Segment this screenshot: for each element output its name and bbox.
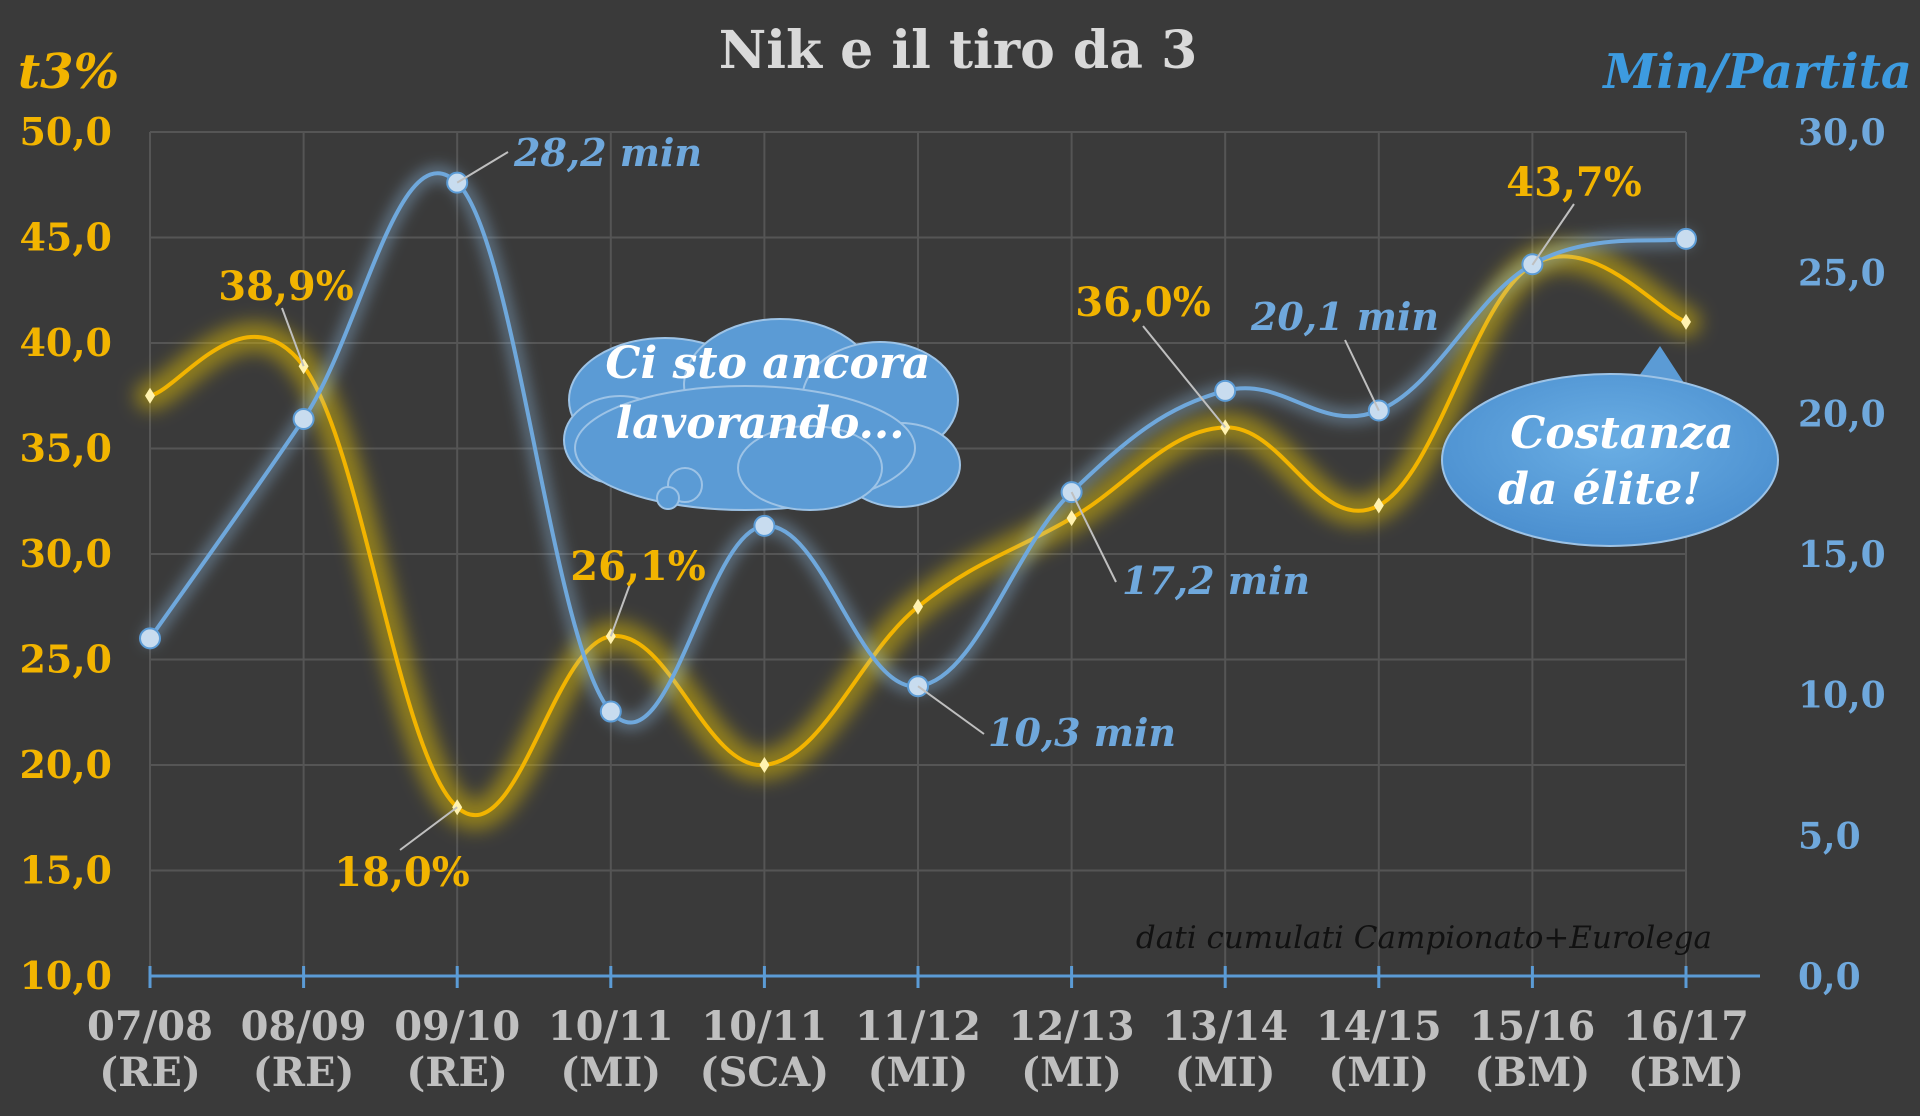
point-min	[1214, 379, 1237, 402]
right-axis: 0,0 5,0 10,0 15,0 20,0 25,0 30,0	[1798, 112, 1886, 998]
category-label: 07/08	[87, 1003, 213, 1050]
left-tick-label: 10,0	[19, 953, 112, 998]
left-tick-label: 25,0	[19, 637, 112, 682]
point-min	[139, 627, 161, 650]
data-label-min: 10,3 min	[988, 710, 1176, 755]
left-tick-label: 50,0	[19, 109, 112, 154]
speech-bubble-line-2: da élite!	[1498, 464, 1702, 515]
left-tick-label: 35,0	[19, 426, 112, 471]
right-tick-label: 20,0	[1798, 393, 1886, 435]
series-line-t3	[149, 254, 1687, 818]
category-sublabel: (BM)	[1628, 1049, 1744, 1096]
category-sublabel: (MI)	[1328, 1049, 1429, 1096]
leader-line	[1142, 325, 1226, 429]
data-label-min: 20,1 min	[1250, 294, 1439, 339]
left-tick-label: 45,0	[19, 215, 112, 260]
data-label-t3: 43,7%	[1506, 159, 1641, 206]
category-label: 16/17	[1623, 1003, 1749, 1050]
leader-line	[609, 583, 631, 637]
leader-line	[399, 806, 458, 851]
category-label: 13/14	[1162, 1003, 1288, 1050]
thought-bubble-line-1: Ci sto ancora	[605, 338, 930, 389]
category-label: 14/15	[1316, 1003, 1442, 1050]
right-tick-label: 10,0	[1798, 675, 1886, 717]
data-label-min: 17,2 min	[1122, 558, 1310, 603]
category-sublabel: (RE)	[99, 1049, 201, 1096]
data-labels: 38,9% 18,0% 26,1% 36,0% 43,7% 28,2 min 10,3 mi…	[218, 130, 1641, 896]
left-axis-title: t3%	[18, 44, 119, 100]
category-label: 12/13	[1009, 1003, 1135, 1050]
leader-line	[917, 685, 985, 735]
point-t3	[1681, 313, 1691, 330]
category-label: 10/11	[548, 1003, 674, 1050]
data-label-t3: 26,1%	[570, 543, 705, 590]
speech-bubble: Costanza da élite!	[1441, 346, 1779, 547]
leader-line	[1344, 339, 1380, 411]
point-t3	[759, 757, 770, 773]
point-t3	[1066, 510, 1077, 527]
left-tick-label: 15,0	[19, 848, 112, 893]
category-label: 08/09	[241, 1003, 367, 1050]
point-t3	[913, 598, 923, 615]
leader-line	[281, 307, 305, 367]
left-axis: 10,0 15,0 20,0 25,0 30,0 35,0 40,0 45,0 50,0	[19, 109, 112, 998]
category-sublabel: (MI)	[1021, 1049, 1122, 1096]
grid	[148, 131, 1760, 988]
category-sublabel: (MI)	[1175, 1049, 1276, 1096]
leader-line	[456, 151, 509, 184]
right-tick-label: 25,0	[1798, 253, 1886, 295]
point-t3	[1373, 497, 1384, 514]
right-tick-label: 0,0	[1798, 956, 1861, 998]
thought-bubble: Ci sto ancora lavorando...	[563, 318, 961, 511]
category-label: 11/12	[855, 1003, 981, 1050]
leader-line	[1531, 203, 1575, 266]
data-label-t3: 36,0%	[1075, 279, 1210, 326]
right-tick-label: 15,0	[1798, 534, 1886, 576]
source-note: dati cumulati Campionato+Eurolega	[1136, 920, 1712, 956]
left-tick-label: 40,0	[19, 320, 112, 365]
speech-bubble-line-1: Costanza	[1510, 408, 1733, 459]
category-sublabel: (SCA)	[700, 1049, 830, 1096]
right-tick-label: 30,0	[1798, 112, 1886, 154]
category-sublabel: (RE)	[253, 1049, 355, 1096]
category-sublabel: (BM)	[1474, 1049, 1590, 1096]
point-min	[292, 407, 315, 430]
category-label: 09/10	[394, 1003, 520, 1050]
category-sublabel: (MI)	[868, 1049, 969, 1096]
category-axis: 07/08(RE)08/09(RE)09/10(RE)10/11(MI)10/1…	[87, 1003, 1749, 1096]
left-tick-label: 20,0	[19, 742, 112, 787]
left-tick-label: 30,0	[19, 531, 112, 576]
right-tick-label: 5,0	[1798, 815, 1861, 857]
point-min	[599, 700, 622, 723]
point-min	[1675, 227, 1697, 250]
right-axis-title: Min/Partita	[1601, 44, 1912, 100]
point-t3	[145, 387, 155, 404]
data-label-t3: 18,0%	[334, 849, 469, 896]
thought-bubble-line-2: lavorando...	[615, 398, 904, 449]
category-sublabel: (MI)	[560, 1049, 661, 1096]
category-label: 15/16	[1469, 1003, 1595, 1050]
point-min	[753, 514, 776, 537]
chart-title: Nik e il tiro da 3	[719, 20, 1198, 81]
label-leaders	[281, 151, 1575, 851]
category-sublabel: (RE)	[406, 1049, 508, 1096]
data-label-t3: 38,9%	[218, 263, 353, 310]
category-label: 10/11	[701, 1003, 827, 1050]
data-label-min: 28,2 min	[513, 130, 702, 175]
leader-line	[1070, 491, 1117, 583]
